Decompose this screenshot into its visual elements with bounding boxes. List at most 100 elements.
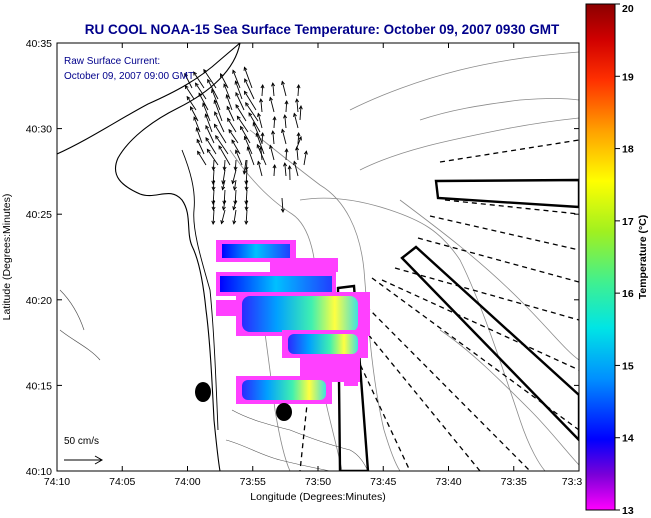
current-vector-head	[220, 72, 224, 78]
x-tick-label: 74:05	[109, 476, 135, 488]
x-tick-label: 73:40	[435, 476, 461, 488]
current-vector-head	[235, 103, 240, 109]
current-vector	[205, 137, 217, 155]
current-vector	[252, 122, 263, 144]
inset-current-time: October 09, 2007 09:00 GMT	[64, 71, 194, 82]
current-vector-head	[211, 88, 215, 94]
current-vector	[215, 135, 229, 155]
colorbar-label: Temperature (°C)	[637, 215, 649, 300]
current-vector	[245, 159, 248, 171]
current-vector	[297, 132, 300, 145]
current-vector	[281, 197, 284, 212]
current-vector-head	[244, 166, 249, 171]
current-vector-head	[205, 136, 210, 142]
current-vector-head	[257, 112, 261, 117]
current-vector	[233, 209, 237, 224]
y-axis-label: Latitude (Degrees:Minutes)	[1, 194, 13, 321]
chart-title: RU COOL NOAA-15 Sea Surface Temperature:…	[85, 22, 560, 37]
current-vector-head	[211, 186, 216, 191]
current-vector	[245, 169, 248, 185]
current-vector	[195, 82, 207, 100]
current-vector-head	[257, 160, 261, 165]
plot-area	[57, 43, 579, 471]
current-vector	[244, 78, 255, 100]
current-vector	[235, 150, 243, 166]
current-vector-head	[225, 94, 230, 99]
current-vector	[212, 159, 215, 171]
current-vector	[299, 106, 302, 121]
current-vector	[245, 102, 259, 122]
current-vector-head	[272, 164, 277, 169]
x-tick-label: 73:55	[240, 476, 266, 488]
current-vector	[269, 145, 275, 161]
current-vector-head	[303, 150, 308, 155]
current-vector	[297, 84, 300, 97]
current-vector	[244, 91, 257, 111]
current-vector-head	[195, 127, 200, 132]
current-vector-head	[213, 99, 218, 104]
current-vector	[222, 169, 226, 184]
current-vector-head	[213, 123, 218, 128]
colorbar-tick-label: 13	[622, 505, 634, 517]
current-vector-head	[231, 139, 236, 144]
current-vector-head	[232, 69, 236, 74]
current-vector-head	[244, 186, 249, 191]
surface-current-vectors	[184, 66, 308, 225]
current-vector-head	[233, 166, 238, 171]
current-vector	[234, 159, 237, 171]
current-vector-head	[211, 166, 216, 171]
current-vector	[231, 139, 241, 155]
marker-dot-east	[276, 403, 292, 421]
land-contour	[59, 289, 101, 361]
current-vector-head	[203, 68, 208, 74]
current-vector	[211, 89, 221, 111]
x-tick-label: 73:3	[562, 476, 583, 488]
current-vector	[193, 71, 205, 89]
current-vector-head	[296, 84, 301, 89]
colorbar	[585, 3, 616, 511]
current-vector-head	[202, 102, 206, 107]
current-vector	[243, 159, 247, 174]
current-vector	[226, 94, 233, 111]
current-vector	[245, 209, 248, 225]
colorbar-tick-label: 18	[622, 144, 634, 156]
current-vector	[228, 129, 239, 144]
current-vector-head	[283, 162, 288, 167]
marker-dot-west	[195, 382, 211, 402]
colorbar-tick-label: 15	[622, 360, 634, 372]
current-vector	[272, 131, 275, 145]
current-vector-head	[193, 116, 198, 121]
current-vector-head	[255, 132, 260, 137]
current-vector	[244, 136, 253, 155]
current-vector	[223, 159, 226, 171]
current-vector	[197, 151, 207, 166]
x-tick-label: 73:50	[305, 476, 331, 488]
current-vector	[235, 92, 245, 111]
current-vector-head	[260, 84, 265, 89]
colorbar-tick-label: 14	[622, 433, 634, 445]
colorbar-tick-label: 19	[622, 71, 634, 83]
current-vector-head	[293, 160, 297, 165]
current-vector-head	[281, 128, 285, 133]
current-vector	[285, 100, 288, 113]
current-vector-head	[222, 166, 227, 171]
current-vector	[184, 73, 193, 89]
current-vector-head	[204, 113, 209, 118]
current-vector-head	[227, 117, 231, 122]
current-vector-head	[298, 105, 303, 110]
current-vector	[296, 99, 299, 113]
current-vector	[212, 169, 215, 185]
current-vector-head	[223, 83, 228, 88]
current-vector	[272, 83, 275, 97]
current-vector	[212, 199, 215, 211]
current-vector-head	[259, 98, 264, 103]
current-vector	[235, 81, 243, 100]
current-vector-head	[252, 121, 257, 127]
current-vector	[248, 112, 261, 133]
current-vector	[240, 126, 251, 144]
current-vector	[261, 84, 264, 97]
current-vector	[226, 106, 235, 122]
current-vector	[222, 179, 226, 190]
current-vector-head	[186, 95, 191, 101]
